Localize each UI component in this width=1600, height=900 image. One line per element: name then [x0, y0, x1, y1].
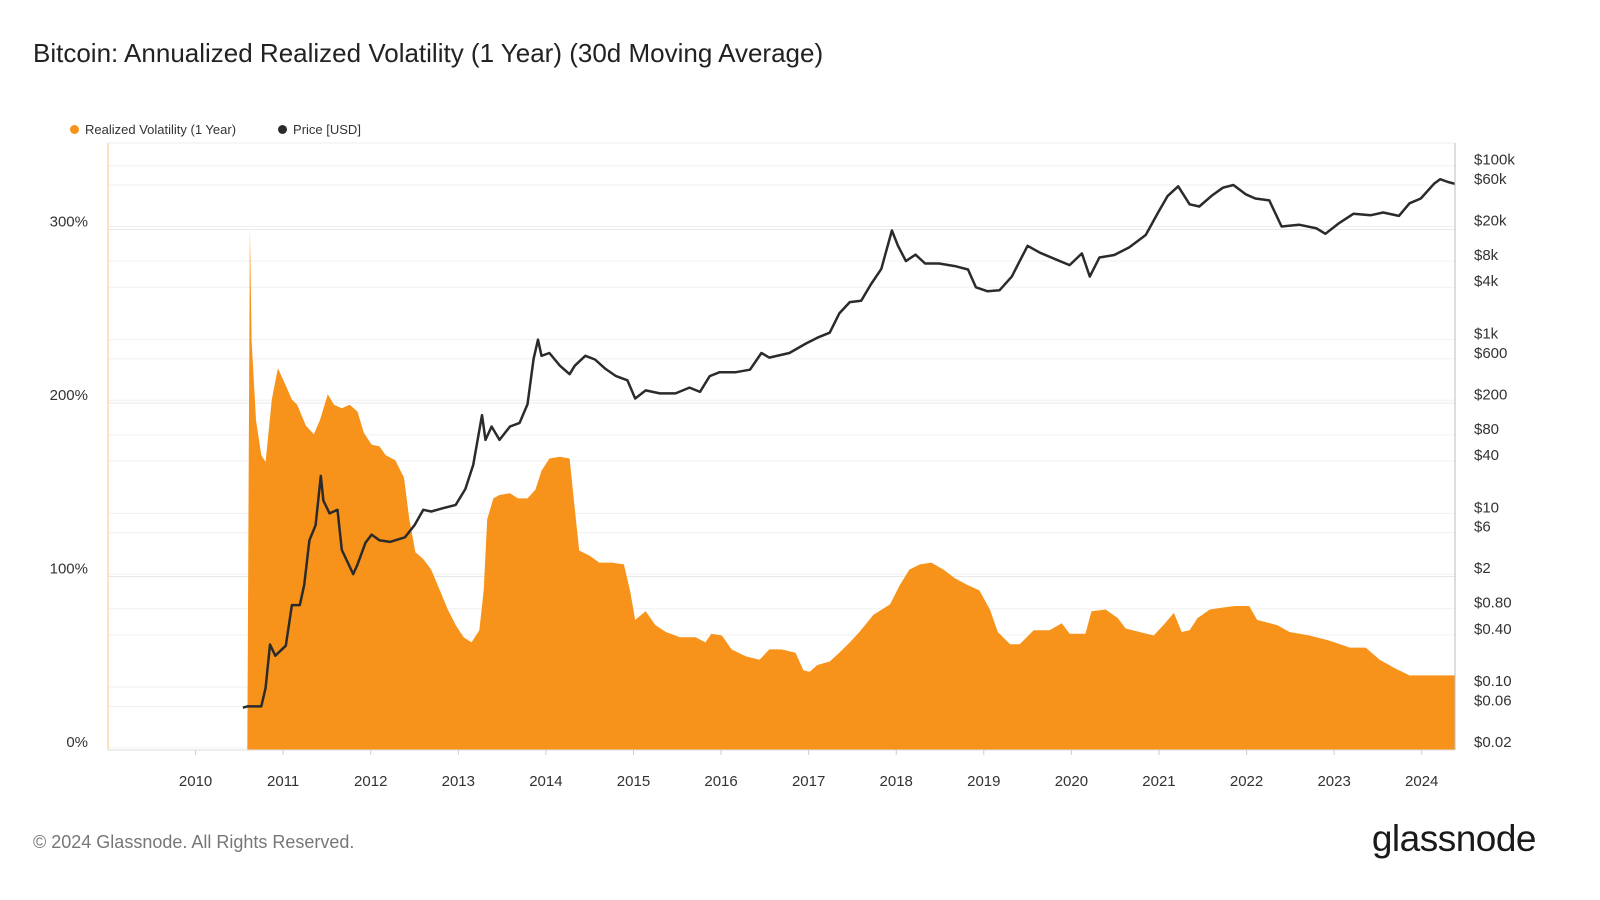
x-tick-label: 2012: [354, 773, 387, 790]
legend-dot-icon: [70, 125, 79, 134]
x-tick-label: 2024: [1405, 773, 1438, 790]
glassnode-logo: glassnode: [1371, 818, 1537, 859]
x-tick-label: 2011: [267, 773, 299, 790]
legend-item-price[interactable]: Price [USD]: [278, 122, 361, 137]
x-tick-label: 2021: [1142, 773, 1175, 790]
y-right-tick-label: $0.10: [1474, 673, 1512, 690]
y-right-tick-label: $0.02: [1474, 734, 1512, 751]
y-right-tick-label: $100k: [1474, 152, 1515, 169]
y-right-tick-label: $8k: [1474, 247, 1499, 264]
y-right-tick-label: $4k: [1474, 273, 1499, 290]
y-right-tick-label: $40: [1474, 447, 1499, 464]
legend-item-volatility[interactable]: Realized Volatility (1 Year): [70, 122, 236, 137]
x-tick-label: 2020: [1055, 773, 1088, 790]
volatility-area: [247, 227, 1455, 751]
chart-title: Bitcoin: Annualized Realized Volatility …: [33, 38, 824, 68]
y-left-tick-label: 0%: [66, 734, 88, 751]
x-tick-label: 2013: [442, 773, 475, 790]
price-line: [242, 177, 1456, 709]
x-tick-label: 2023: [1317, 773, 1350, 790]
x-tick-label: 2010: [179, 773, 212, 790]
y-right-tick-label: $80: [1474, 421, 1499, 438]
y-right-tick-label: $200: [1474, 386, 1507, 403]
y-right-tick-label: $0.80: [1474, 595, 1512, 612]
y-right-tick-label: $2: [1474, 560, 1491, 577]
legend-dot-icon: [278, 125, 288, 134]
x-tick-label: 2019: [967, 773, 1000, 790]
y-right-tick-label: $6: [1474, 519, 1491, 536]
y-right-tick-label: $60k: [1474, 171, 1507, 188]
legend: Realized Volatility (1 Year) Price [USD]: [70, 122, 361, 137]
copyright-footer: © 2024 Glassnode. All Rights Reserved.: [33, 832, 355, 852]
y-right-tick-label: $600: [1474, 345, 1507, 362]
legend-label: Price [USD]: [293, 122, 361, 137]
y-right-tick-label: $0.40: [1474, 621, 1512, 638]
y-left-tick-label: 300%: [50, 213, 88, 230]
x-tick-label: 2018: [880, 773, 913, 790]
x-tick-label: 2015: [617, 773, 650, 790]
x-tick-label: 2014: [529, 773, 562, 790]
x-tick-label: 2016: [704, 773, 737, 790]
legend-label: Realized Volatility (1 Year): [85, 122, 237, 137]
y-left-tick-label: 200%: [50, 387, 88, 404]
y-right-tick-label: $0.06: [1474, 692, 1512, 709]
y-right-tick-label: $10: [1474, 499, 1499, 516]
y-left-tick-label: 100%: [50, 560, 88, 577]
x-tick-label: 2017: [792, 773, 825, 790]
y-right-tick-label: $1k: [1474, 326, 1499, 343]
y-right-tick-label: $20k: [1474, 212, 1507, 229]
x-tick-label: 2022: [1230, 773, 1263, 790]
